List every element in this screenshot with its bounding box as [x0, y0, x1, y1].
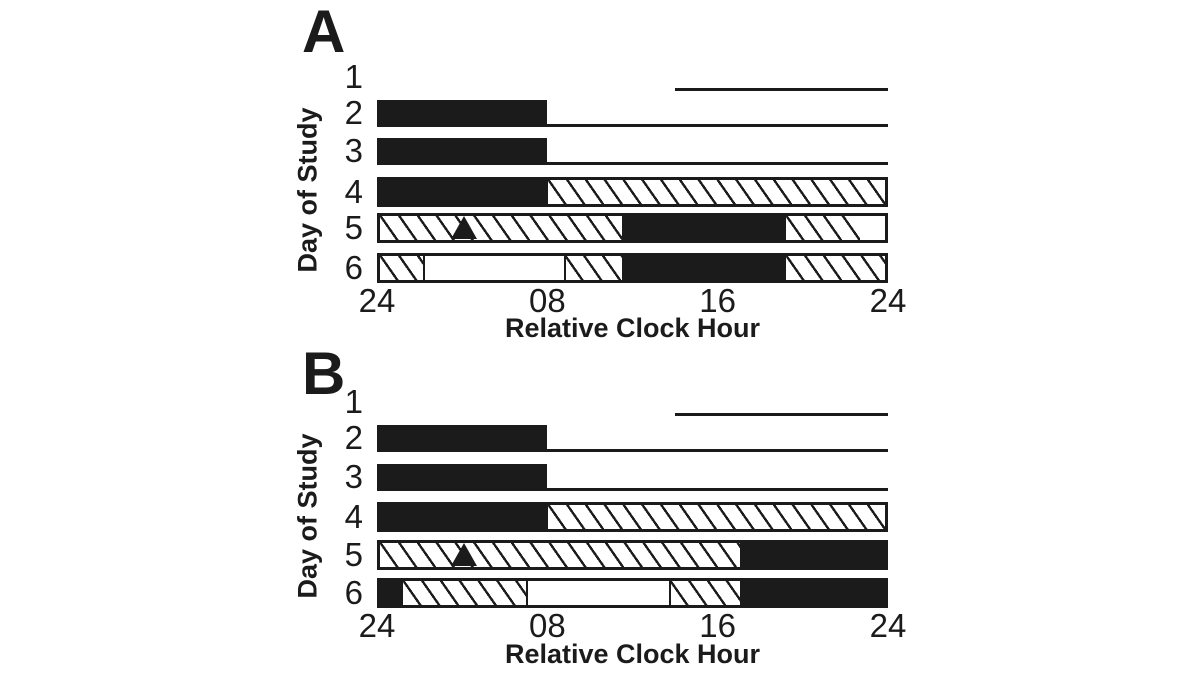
- segment-divider: [423, 256, 425, 280]
- segment-black: [622, 256, 786, 280]
- segment-hatched: [403, 581, 527, 605]
- row-label: 6: [344, 249, 363, 286]
- segment-hatched: [380, 256, 424, 280]
- segment-line: [547, 162, 888, 165]
- x-tick-label: 16: [699, 282, 737, 319]
- row-label: 1: [344, 383, 363, 420]
- schedule-bar: [377, 540, 888, 570]
- x-tick-label: 24: [869, 282, 907, 319]
- segment-hatched: [380, 543, 740, 567]
- panel-label: B: [302, 340, 346, 407]
- x-axis-label: Relative Clock Hour: [504, 639, 761, 669]
- segment-hatched: [565, 256, 622, 280]
- segment-divider: [526, 581, 528, 605]
- segment-white: [860, 216, 885, 240]
- segment-line: [547, 124, 888, 127]
- segment-hatched: [380, 216, 622, 240]
- row-label: 5: [344, 209, 363, 246]
- segment-white: [527, 581, 670, 605]
- x-tick-label: 16: [699, 607, 737, 644]
- row-label: 5: [344, 536, 363, 573]
- segment-hatched: [670, 581, 740, 605]
- row-label: 3: [344, 458, 363, 495]
- schedule-bar: [377, 177, 888, 207]
- row-label: 4: [344, 498, 363, 535]
- panel-label: A: [302, 0, 346, 65]
- segment-black: [377, 425, 548, 452]
- x-axis-label: Relative Clock Hour: [504, 313, 761, 343]
- segment-black: [380, 505, 548, 529]
- segment-black: [377, 138, 548, 165]
- row-label: 2: [344, 419, 363, 456]
- x-tick-label: 08: [528, 282, 566, 319]
- segment-line: [547, 449, 888, 452]
- segment-black: [622, 216, 786, 240]
- segment-black: [380, 581, 403, 605]
- row-label: 2: [344, 94, 363, 131]
- row-label: 4: [344, 173, 363, 210]
- schedule-bar: [377, 502, 888, 532]
- segment-hatched: [786, 216, 860, 240]
- x-tick-label: 24: [358, 282, 396, 319]
- segment-line: [675, 413, 888, 416]
- segment-hatched: [548, 505, 885, 529]
- segment-divider: [669, 581, 671, 605]
- segment-black: [377, 464, 548, 491]
- segment-line: [675, 88, 888, 91]
- segment-black: [380, 180, 548, 204]
- segment-white: [424, 256, 565, 280]
- segment-black: [740, 543, 885, 567]
- segment-divider: [564, 256, 566, 280]
- x-tick-label: 08: [528, 607, 566, 644]
- row-label: 6: [344, 574, 363, 611]
- schedule-bar: [377, 213, 888, 243]
- triangle-marker: [451, 543, 477, 566]
- row-label: 3: [344, 132, 363, 169]
- row-label: 1: [344, 58, 363, 95]
- triangle-marker: [451, 216, 477, 239]
- segment-line: [547, 488, 888, 491]
- segment-hatched: [786, 256, 885, 280]
- x-tick-label: 24: [869, 607, 907, 644]
- segment-hatched: [548, 180, 885, 204]
- schedule-bar: [377, 253, 888, 283]
- schedule-bar: [377, 578, 888, 608]
- x-tick-label: 24: [358, 607, 396, 644]
- segment-black: [377, 100, 548, 127]
- segment-black: [740, 581, 885, 605]
